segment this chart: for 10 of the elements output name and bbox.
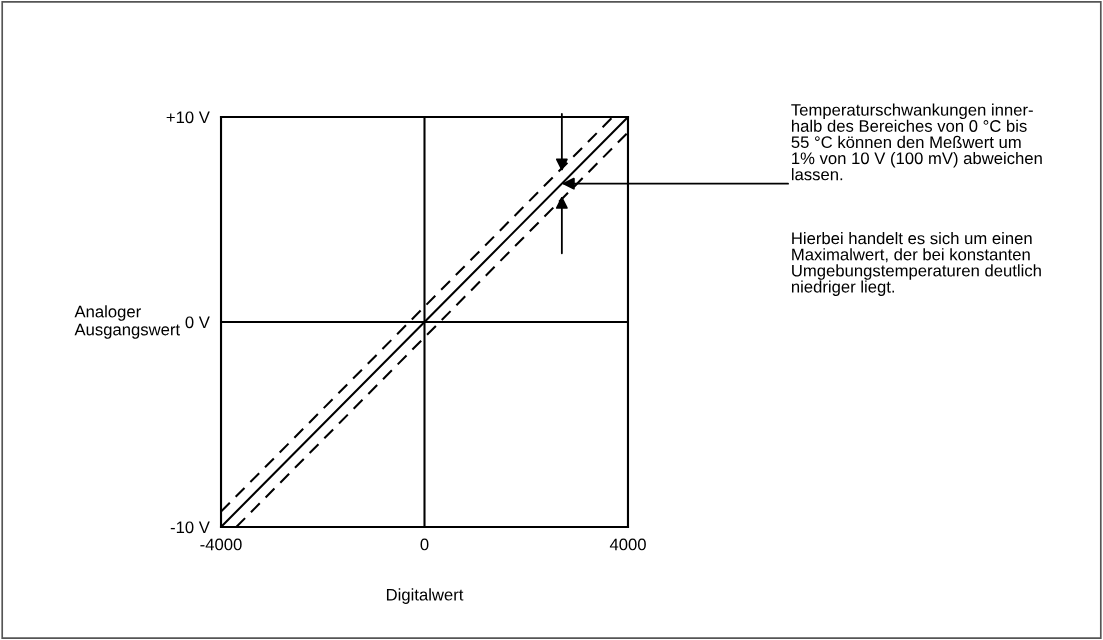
y-tick-label: +10 V — [166, 111, 210, 124]
y-tick-label: -10 V — [170, 521, 210, 534]
x-tick-label: 4000 — [609, 538, 646, 551]
y-axis-title: Analoger Ausgangswert — [74, 305, 180, 339]
x-axis-title: Digitalwert — [386, 588, 464, 604]
y-tick-label: 0 V — [185, 316, 210, 329]
annotation: Temperaturschwankungen inner- halb des Bereiches von 0 °C bis 55 °C können den Meßwert um 1% von 10 V (100 mV) abweichen lassen. — [791, 103, 1042, 181]
x-tick-label: -4000 — [200, 538, 242, 551]
x-tick-label: 0 — [420, 538, 429, 551]
text: Hierbei handelt es sich um einen Maximalwert, der bei konstanten Umgebungstemperaturen deutlich niedriger liegt. — [791, 232, 1041, 296]
